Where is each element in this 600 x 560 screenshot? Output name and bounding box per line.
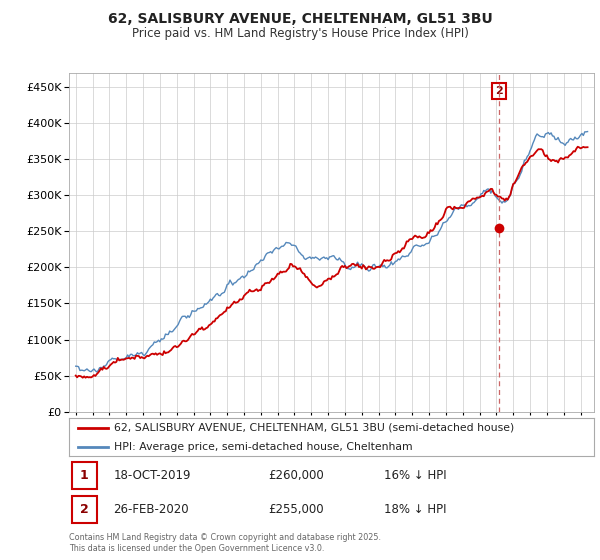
Text: 2: 2 (495, 86, 503, 96)
Text: 2: 2 (80, 503, 89, 516)
Text: £260,000: £260,000 (269, 469, 324, 482)
Text: 1: 1 (80, 469, 89, 482)
Text: 18-OCT-2019: 18-OCT-2019 (113, 469, 191, 482)
Text: 62, SALISBURY AVENUE, CHELTENHAM, GL51 3BU: 62, SALISBURY AVENUE, CHELTENHAM, GL51 3… (107, 12, 493, 26)
FancyBboxPatch shape (71, 496, 97, 523)
Text: HPI: Average price, semi-detached house, Cheltenham: HPI: Average price, semi-detached house,… (113, 442, 412, 452)
Text: Contains HM Land Registry data © Crown copyright and database right 2025.
This d: Contains HM Land Registry data © Crown c… (69, 533, 381, 553)
Text: Price paid vs. HM Land Registry's House Price Index (HPI): Price paid vs. HM Land Registry's House … (131, 27, 469, 40)
Text: 16% ↓ HPI: 16% ↓ HPI (384, 469, 446, 482)
Text: 26-FEB-2020: 26-FEB-2020 (113, 503, 189, 516)
FancyBboxPatch shape (71, 462, 97, 488)
Text: £255,000: £255,000 (269, 503, 324, 516)
Text: 18% ↓ HPI: 18% ↓ HPI (384, 503, 446, 516)
Text: 62, SALISBURY AVENUE, CHELTENHAM, GL51 3BU (semi-detached house): 62, SALISBURY AVENUE, CHELTENHAM, GL51 3… (113, 423, 514, 433)
